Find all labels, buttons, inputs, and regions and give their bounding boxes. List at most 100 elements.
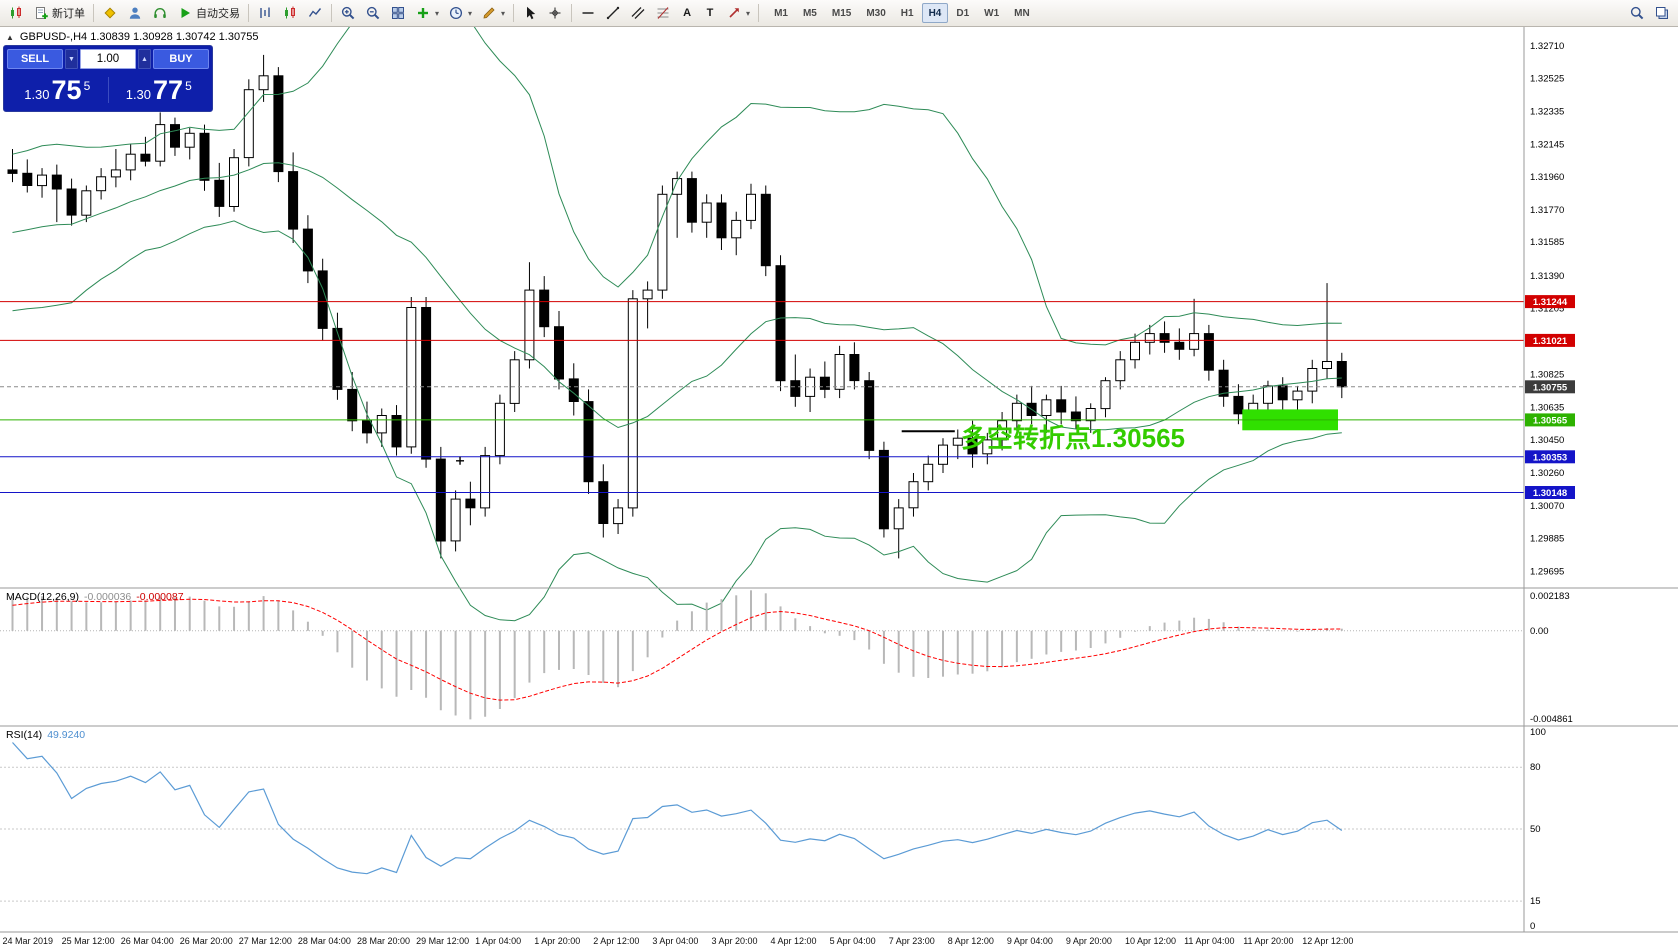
time-label[interactable]: 5 Apr 04:00	[830, 936, 876, 946]
price-badge[interactable]	[1525, 413, 1575, 427]
candle	[243, 89, 254, 159]
one-click-panel-toggle-icon[interactable]: ▲	[6, 32, 14, 42]
profile-button[interactable]	[123, 2, 147, 24]
arrows-button[interactable]: ▾	[722, 2, 754, 24]
time-label[interactable]: 26 Mar 04:00	[121, 936, 174, 946]
search-button[interactable]	[1625, 2, 1649, 24]
zoom-in-button[interactable]	[336, 2, 360, 24]
rsi-line	[12, 742, 1343, 875]
timeframe-button-h1[interactable]: H1	[894, 3, 921, 23]
bar-chart-icon	[257, 5, 273, 21]
horizontal-line-button[interactable]	[576, 2, 600, 24]
price-badge[interactable]	[1525, 295, 1575, 309]
candle	[893, 507, 904, 530]
line-chart-button[interactable]	[303, 2, 327, 24]
templates-button[interactable]: ▾	[477, 2, 509, 24]
label-button[interactable]: T	[699, 2, 721, 24]
sell-button[interactable]: SELL	[7, 49, 63, 69]
tile-windows-button[interactable]	[386, 2, 410, 24]
price-badge[interactable]	[1525, 486, 1575, 499]
auto-trading-button[interactable]: 自动交易	[173, 2, 244, 24]
price-badge[interactable]	[1525, 380, 1575, 394]
label-icon: T	[706, 7, 714, 19]
time-label[interactable]: 26 Mar 20:00	[180, 936, 233, 946]
sell-price-pipette: 5	[83, 78, 91, 93]
sell-price-display[interactable]: 1.30 75 5	[7, 76, 108, 104]
price-badge[interactable]	[1525, 450, 1575, 464]
cursor-button[interactable]	[518, 2, 542, 24]
candle	[1041, 399, 1052, 416]
time-label[interactable]: 9 Apr 04:00	[1007, 936, 1053, 946]
timeframe-button-m15[interactable]: M15	[825, 3, 858, 23]
timeframe-button-m5[interactable]: M5	[796, 3, 824, 23]
time-label[interactable]: 7 Apr 23:00	[889, 936, 935, 946]
candle	[598, 481, 609, 525]
time-label[interactable]: 27 Mar 12:00	[239, 936, 292, 946]
price-tick-label: 1.31585	[1530, 237, 1564, 248]
periods-button[interactable]: ▾	[444, 2, 476, 24]
buy-price-main: 77	[153, 74, 184, 105]
candlestick-chart-icon	[8, 5, 24, 21]
candle	[1144, 333, 1155, 343]
time-label[interactable]: 10 Apr 12:00	[1125, 936, 1176, 946]
charts-button[interactable]	[4, 2, 28, 24]
time-label[interactable]: 1 Apr 04:00	[475, 936, 521, 946]
bar-chart-button[interactable]	[253, 2, 277, 24]
plus-marker[interactable]	[456, 456, 465, 465]
timeframe-button-m1[interactable]: M1	[767, 3, 795, 23]
fibonacci-button[interactable]	[651, 2, 675, 24]
time-label[interactable]: 24 Mar 2019	[3, 936, 54, 946]
alerts-button[interactable]	[98, 2, 122, 24]
timeframe-button-h4[interactable]: H4	[921, 3, 949, 23]
timeframe-button-mn[interactable]: MN	[1007, 3, 1037, 23]
volume-up-button[interactable]: ▲	[138, 49, 151, 69]
price-badge-label: 1.31244	[1533, 297, 1568, 308]
time-label[interactable]: 11 Apr 20:00	[1243, 936, 1293, 946]
time-label[interactable]: 8 Apr 12:00	[948, 936, 994, 946]
time-label[interactable]: 3 Apr 20:00	[712, 936, 758, 946]
turning-point-annotation[interactable]: 多空转折点1.30565	[961, 423, 1185, 453]
alert-icon	[102, 5, 118, 21]
trendline-button[interactable]	[601, 2, 625, 24]
time-label[interactable]: 28 Mar 20:00	[357, 936, 410, 946]
text-button[interactable]: A	[676, 2, 698, 24]
candle	[480, 455, 491, 509]
time-label[interactable]: 2 Apr 12:00	[593, 936, 639, 946]
time-label[interactable]: 3 Apr 04:00	[652, 936, 698, 946]
time-label[interactable]: 9 Apr 20:00	[1066, 936, 1112, 946]
timeframe-button-w1[interactable]: W1	[977, 3, 1006, 23]
candle	[184, 132, 195, 148]
candle	[1218, 369, 1229, 397]
community-button[interactable]	[148, 2, 172, 24]
candle	[22, 172, 33, 187]
new-order-button[interactable]: 新订单	[29, 2, 89, 24]
volume-input[interactable]	[80, 49, 136, 69]
time-label[interactable]: 28 Mar 04:00	[298, 936, 351, 946]
volume-down-button[interactable]: ▼	[65, 49, 78, 69]
channel-button[interactable]	[626, 2, 650, 24]
time-label[interactable]: 4 Apr 12:00	[771, 936, 817, 946]
price-badge[interactable]	[1525, 333, 1575, 347]
time-label[interactable]: 25 Mar 12:00	[62, 936, 115, 946]
indicators-button[interactable]: ▾	[411, 2, 443, 24]
timeframe-button-d1[interactable]: D1	[949, 3, 976, 23]
text-icon: A	[683, 7, 692, 19]
template-icon	[481, 5, 497, 21]
time-label[interactable]: 1 Apr 20:00	[534, 936, 580, 946]
time-label[interactable]: 12 Apr 12:00	[1302, 936, 1353, 946]
timeframe-button-m30[interactable]: M30	[859, 3, 892, 23]
time-label[interactable]: 11 Apr 04:00	[1184, 936, 1234, 946]
buy-price-display[interactable]: 1.30 77 5	[109, 74, 210, 105]
buy-button[interactable]: BUY	[153, 49, 209, 69]
support-icon	[152, 5, 168, 21]
crosshair-button[interactable]	[543, 2, 567, 24]
zoom-out-button[interactable]	[361, 2, 385, 24]
timeframe-group: M1 M5 M15 M30 H1 H4 D1 W1 MN	[767, 3, 1037, 23]
macd-indicator-label: MACD(12,26,9) -0.000036 -0.000087	[6, 591, 184, 603]
candle-chart-button[interactable]	[278, 2, 302, 24]
layouts-button[interactable]	[1650, 2, 1674, 24]
time-label[interactable]: 29 Mar 12:00	[416, 936, 469, 946]
